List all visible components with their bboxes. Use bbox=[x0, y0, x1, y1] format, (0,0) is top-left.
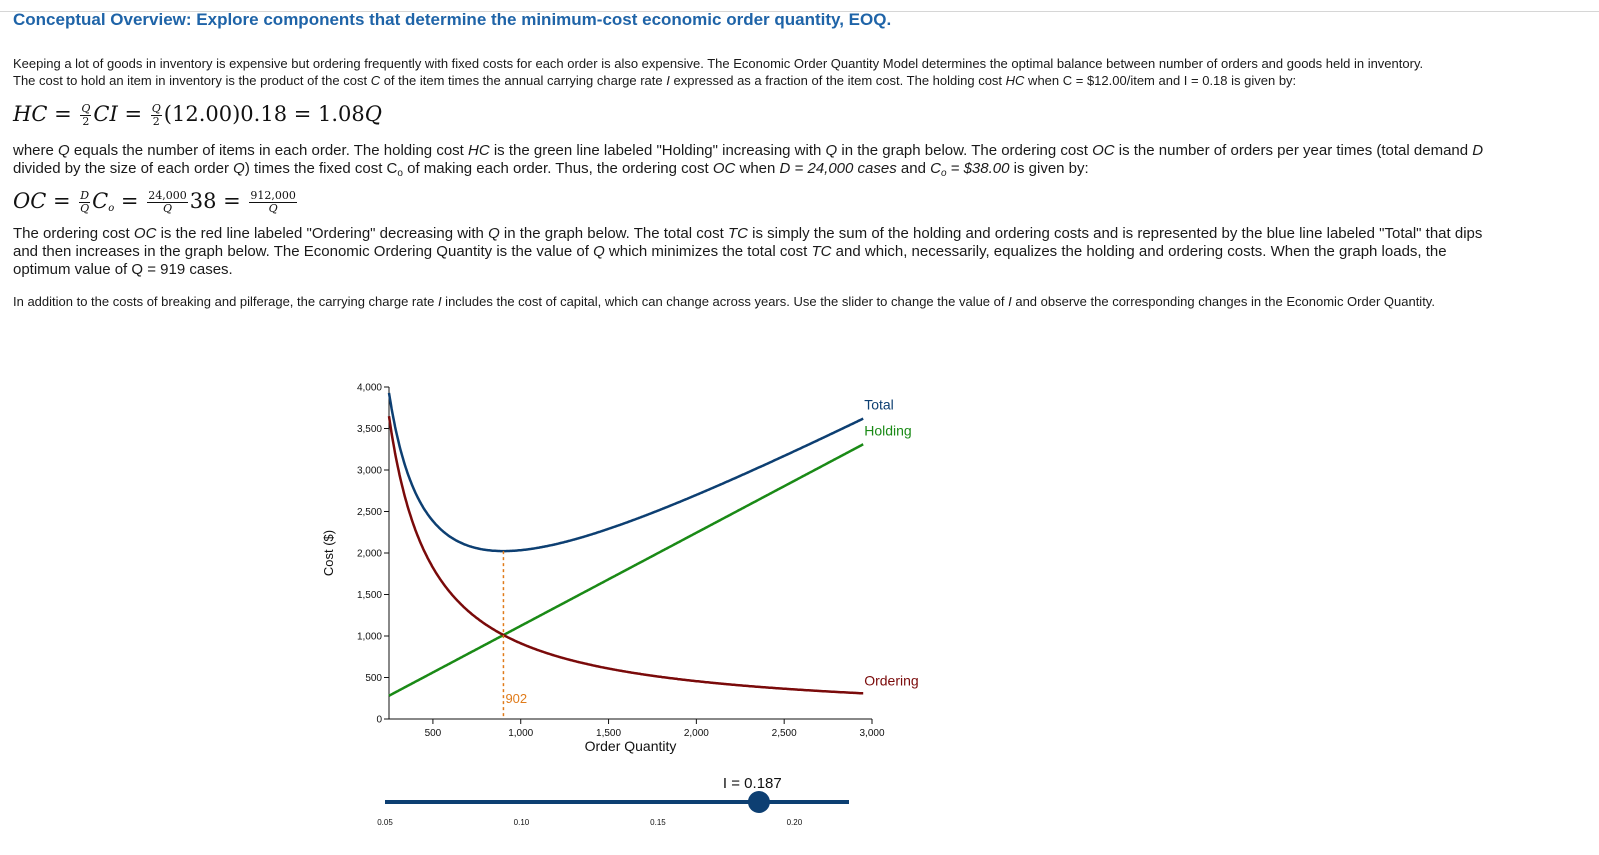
total-line-label: Total bbox=[864, 397, 894, 413]
x-tick-label: 2,000 bbox=[684, 728, 709, 739]
slider-tick-label: 0.05 bbox=[377, 818, 393, 827]
y-tick-label: 0 bbox=[376, 715, 382, 726]
intro-line-1: Keeping a lot of goods in inventory is e… bbox=[13, 56, 1424, 71]
y-axis-title: Cost ($) bbox=[321, 530, 336, 576]
y-tick-label: 3,000 bbox=[357, 466, 382, 477]
para2-line-2: divided by the size of each order Q) tim… bbox=[13, 160, 1089, 179]
y-tick-label: 2,000 bbox=[357, 549, 382, 560]
para4: In addition to the costs of breaking and… bbox=[13, 294, 1435, 309]
total-cost-line bbox=[387, 392, 864, 553]
y-tick-label: 4,000 bbox=[357, 383, 382, 394]
slider-tick-label: 0.10 bbox=[514, 818, 530, 827]
slider-handle[interactable] bbox=[747, 791, 770, 813]
y-tick-label: 1,000 bbox=[357, 632, 382, 643]
slider-tick-label: 0.20 bbox=[787, 818, 803, 827]
y-tick-label: 2,500 bbox=[357, 507, 382, 518]
ordering-cost-line bbox=[387, 416, 864, 695]
slider-tick-label: 0.15 bbox=[650, 818, 666, 827]
y-tick-label: 1,500 bbox=[357, 590, 382, 601]
ordering-cost-equation: OC = D Q Co = 24,000 Q 38 = 912,000 Q bbox=[13, 189, 297, 215]
para3-line-2: and then increases in the graph below. T… bbox=[13, 243, 1447, 260]
holding-line-label: Holding bbox=[864, 422, 911, 438]
top-divider bbox=[0, 11, 1599, 12]
y-tick-label: 3,500 bbox=[357, 424, 382, 435]
para3-line-3: optimum value of Q = 919 cases. bbox=[13, 261, 233, 278]
ordering-line-label: Ordering bbox=[864, 672, 918, 688]
page-title: Conceptual Overview: Explore components … bbox=[13, 10, 892, 29]
para2-line-1: where Q equals the number of items in ea… bbox=[13, 142, 1484, 159]
x-tick-label: 500 bbox=[425, 728, 442, 739]
x-tick-label: 1,000 bbox=[508, 728, 533, 739]
x-tick-label: 3,000 bbox=[859, 728, 884, 739]
intro-line-2: The cost to hold an item in inventory is… bbox=[13, 73, 1297, 88]
slider-value-label: I = 0.187 bbox=[723, 775, 782, 792]
holding-cost-equation: HC = Q 2 CI = Q 2 (12.00)0.18 = 1.08Q bbox=[13, 102, 382, 128]
x-axis-title: Order Quantity bbox=[585, 738, 677, 754]
x-tick-label: 1,500 bbox=[596, 728, 621, 739]
holding-cost-line bbox=[388, 443, 864, 697]
y-tick-label: 500 bbox=[365, 673, 382, 684]
x-tick-label: 2,500 bbox=[772, 728, 797, 739]
eoq-value-label: 902 bbox=[505, 691, 527, 706]
para3-line-1: The ordering cost OC is the red line lab… bbox=[13, 225, 1483, 242]
